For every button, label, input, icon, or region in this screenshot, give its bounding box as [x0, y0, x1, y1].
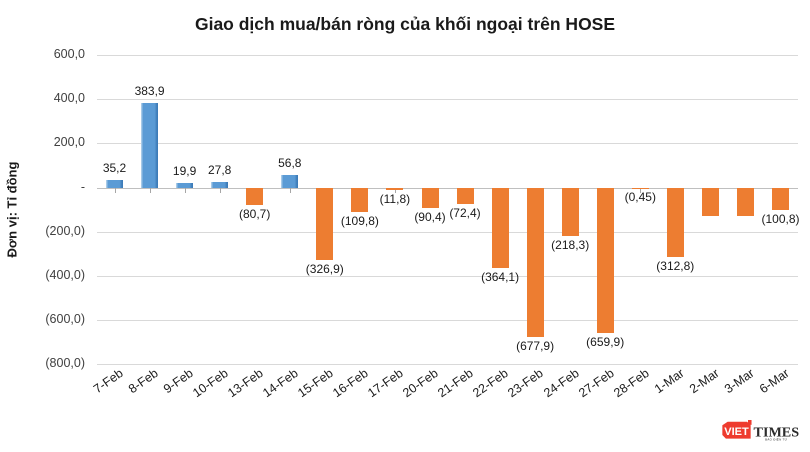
svg-text:BÁO ĐIỆN TỬ: BÁO ĐIỆN TỬ	[765, 436, 788, 441]
svg-text:VIET: VIET	[724, 426, 749, 438]
